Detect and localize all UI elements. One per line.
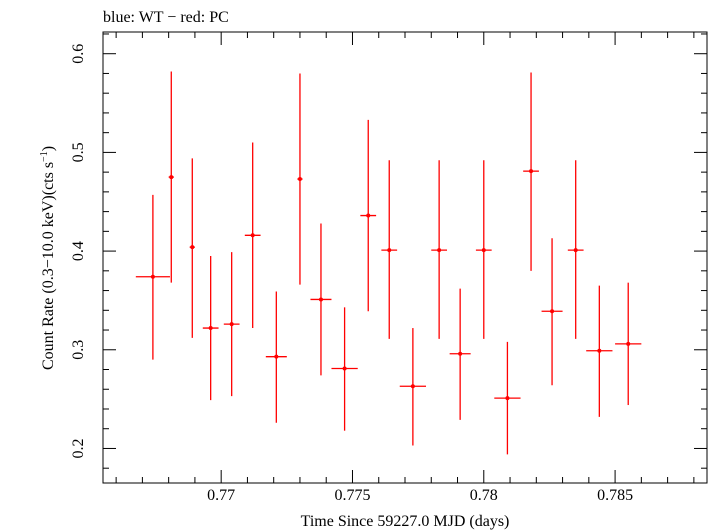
y-axis-label-main: Count Rate (0.3−10.0 keV)(cts s (40, 162, 57, 370)
data-point (475, 160, 492, 339)
data-point (223, 252, 240, 397)
data-point (431, 160, 448, 339)
data-point (399, 328, 427, 446)
y-axis-label: Count Rate (0.3−10.0 keV)(cts s−1) (39, 146, 57, 370)
data-point (567, 160, 584, 339)
data-marker (297, 177, 302, 182)
data-marker (529, 169, 534, 174)
data-marker (626, 341, 631, 346)
data-marker (458, 351, 463, 356)
y-tick-label: 0.6 (70, 44, 87, 64)
data-point (135, 194, 170, 360)
data-point (310, 223, 332, 376)
data-point (297, 73, 303, 285)
data-series (135, 71, 642, 455)
x-tick-label: 0.785 (597, 487, 633, 504)
data-marker (387, 248, 392, 253)
data-point (202, 256, 219, 401)
data-point (541, 238, 563, 386)
x-tick-label: 0.775 (334, 487, 370, 504)
data-marker (208, 326, 213, 331)
data-marker (229, 322, 234, 327)
x-tick-label: 0.77 (207, 487, 235, 504)
data-point (168, 71, 174, 283)
data-marker (250, 233, 255, 238)
data-marker (597, 348, 602, 353)
y-tick-label: 0.3 (70, 340, 87, 360)
data-marker (169, 175, 174, 180)
data-marker (550, 309, 555, 314)
data-marker (573, 248, 578, 253)
y-axis-label-exponent: −1 (39, 151, 50, 162)
data-point (381, 160, 398, 339)
y-axis-label-close: ) (40, 146, 57, 151)
data-point (189, 158, 195, 338)
data-point (449, 288, 471, 420)
data-point (615, 282, 642, 406)
data-marker (410, 384, 415, 389)
y-tick-labels: 0.2 0.3 0.4 0.5 0.6 (70, 44, 87, 459)
y-tick-label: 0.4 (70, 241, 87, 261)
data-marker (190, 245, 195, 250)
x-axis-label: Time Since 59227.0 MJD (days) (301, 513, 510, 530)
data-point (360, 119, 377, 312)
data-marker (366, 213, 371, 218)
data-point (244, 142, 261, 329)
data-marker (342, 366, 347, 371)
data-point (494, 341, 521, 455)
data-marker (505, 396, 510, 401)
data-marker (318, 297, 323, 302)
data-point (586, 285, 613, 417)
x-tick-labels: 0.77 0.775 0.78 0.785 (207, 487, 633, 504)
y-tick-label: 0.5 (70, 142, 87, 162)
axis-ticks (103, 32, 707, 483)
data-marker (150, 274, 155, 279)
data-point (331, 307, 358, 431)
data-point (523, 72, 539, 271)
data-marker (481, 248, 486, 253)
data-marker (274, 354, 279, 359)
data-point (265, 291, 287, 423)
x-tick-label: 0.78 (470, 487, 498, 504)
chart-title: blue: WT − red: PC (103, 9, 229, 26)
y-tick-label: 0.2 (70, 438, 87, 458)
plot-frame (102, 31, 708, 484)
data-marker (437, 248, 442, 253)
